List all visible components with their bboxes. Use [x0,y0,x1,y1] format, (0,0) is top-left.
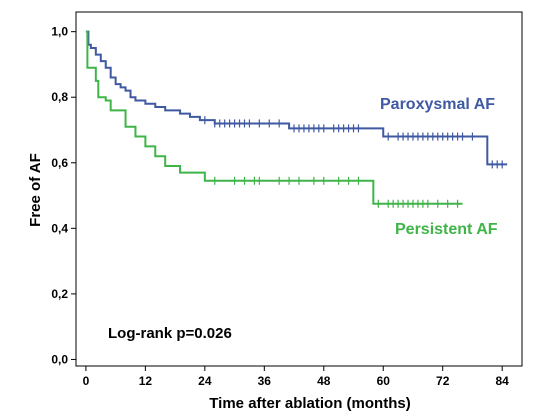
y-tick-label: 0,6 [51,156,68,170]
x-tick-label: 36 [258,374,272,388]
labels: Paroxysmal AF Persistent AF Log-rank p=0… [27,96,498,412]
y-tick-label: 0,0 [51,352,68,366]
y-tick-label: 0,4 [51,221,68,235]
y-tick-label: 0,2 [51,287,68,301]
y-axis-title: Free of AF [27,153,44,227]
log-rank-annotation: Log-rank p=0.026 [108,325,232,342]
series-layer [85,30,508,208]
x-tick-label: 48 [317,374,331,388]
series-label-persistent: Persistent AF [395,221,498,238]
series-line-1 [85,30,463,205]
x-tick-label: 72 [436,374,450,388]
y-tick-label: 0,8 [51,90,68,104]
x-tick-label: 24 [198,374,212,388]
x-axis-title: Time after ablation (months) [209,395,410,412]
x-tick-label: 60 [377,374,391,388]
x-tick-label: 12 [139,374,153,388]
x-tick-label: 0 [83,374,90,388]
series-line-0 [85,30,508,166]
series-label-paroxysmal: Paroxysmal AF [380,96,495,113]
axes: 0,0 0,2 0,4 0,6 0,8 1,0 0 12 24 36 48 60 72 84 [51,11,523,388]
plot-frame [75,11,523,367]
y-tick-label: 1,0 [51,25,68,39]
x-tick-label: 84 [495,374,509,388]
